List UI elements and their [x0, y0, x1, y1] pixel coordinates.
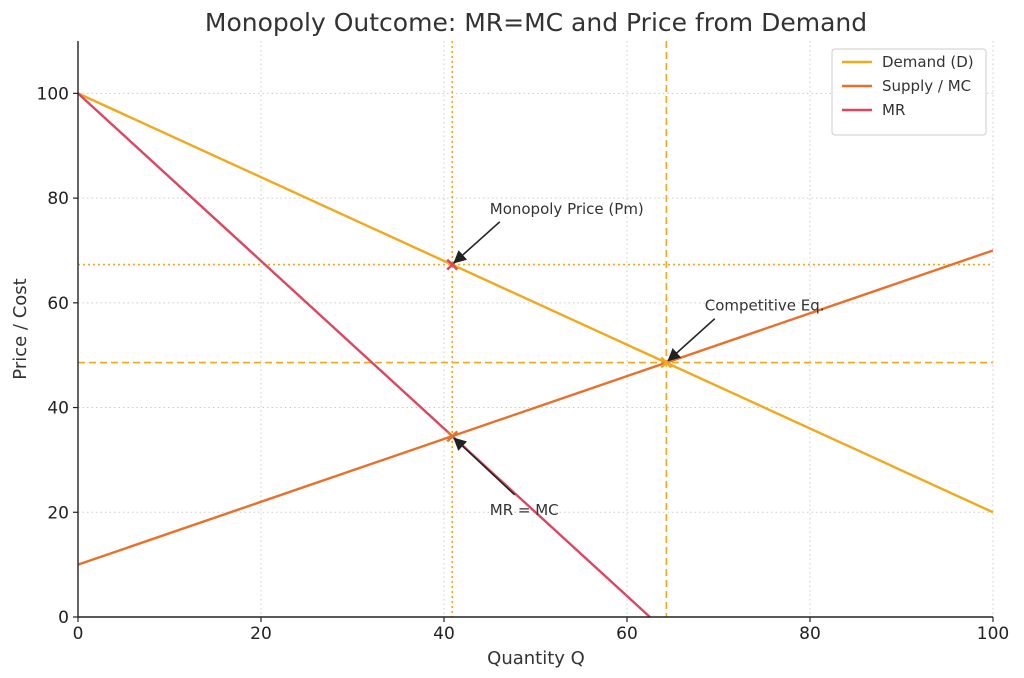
x-axis-label: Quantity Q [487, 648, 585, 669]
y-axis-label: Price / Cost [10, 278, 31, 379]
x-tick-label: 20 [250, 624, 272, 644]
x-tick-label: 0 [73, 624, 84, 644]
chart-title: Monopoly Outcome: MR=MC and Price from D… [205, 8, 867, 37]
legend-label: MR [882, 101, 905, 119]
x-marker-stroke [446, 430, 459, 443]
grid [78, 41, 994, 617]
y-tick-label: 40 [47, 399, 69, 419]
annotation-arrow [667, 318, 716, 362]
annotation-arrow [453, 437, 516, 496]
annotation-arrow [453, 221, 501, 264]
x-tick-label: 100 [977, 624, 1009, 644]
reference-lines [78, 41, 993, 617]
legend: Demand (D) Supply / MC MR [831, 48, 987, 136]
y-tick-label: 20 [47, 503, 69, 523]
annotation-label: Competitive Eq. [705, 297, 825, 315]
y-tick-label: 100 [37, 84, 69, 104]
x-tick-label: 40 [433, 624, 455, 644]
series-lines [77, 92, 994, 618]
axes [77, 41, 993, 618]
x-tick-label: 60 [616, 624, 638, 644]
tick-labels: 0 20 40 60 80 100 0 20 40 60 80 100 [37, 84, 1010, 644]
annotations: Monopoly Price (Pm) Competitive Eq. MR = M… [453, 200, 825, 519]
legend-label: Demand (D) [882, 53, 974, 71]
x-tick-label: 80 [799, 624, 821, 644]
y-tick-label: 60 [47, 294, 69, 314]
legend-label: Supply / MC [882, 77, 971, 95]
annotation-label: Monopoly Price (Pm) [490, 200, 644, 218]
annotation-label: MR = MC [490, 501, 559, 519]
y-tick-label: 80 [47, 189, 69, 209]
series-line [77, 249, 994, 566]
legend-box [831, 48, 987, 136]
series-line [77, 92, 994, 514]
series-line [77, 92, 651, 618]
y-tick-label: 0 [58, 608, 69, 628]
